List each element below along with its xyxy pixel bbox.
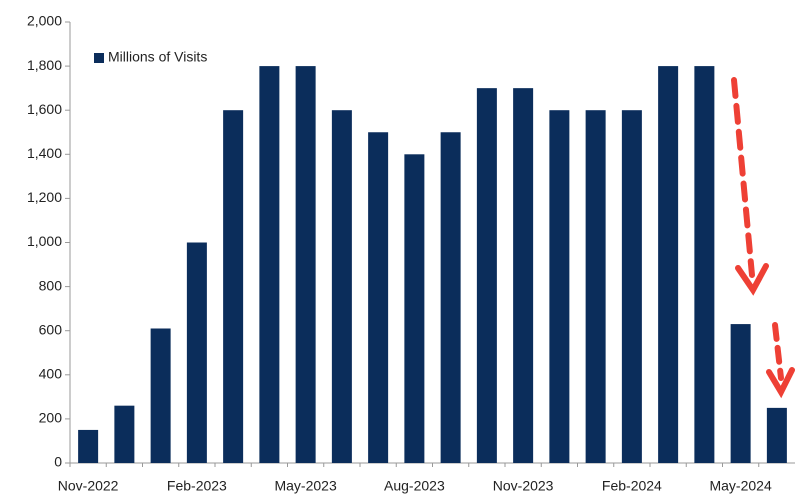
x-tick-label: Nov-2022 [58,478,119,494]
bar [114,405,135,463]
legend-swatch [94,53,104,63]
bar [730,324,751,463]
y-tick-label: 800 [39,277,63,293]
annotation-arrows [731,77,795,399]
bar [150,328,171,463]
y-tick-label: 1,400 [27,145,62,161]
bar [621,110,642,463]
bar [440,132,461,463]
y-tick-label: 1,200 [27,189,62,205]
y-tick-label: 1,800 [27,57,62,73]
bar [295,66,316,463]
bar [331,110,352,463]
y-tick-label: 2,000 [27,13,62,29]
x-tick-label: Feb-2023 [167,478,227,494]
plot: 0 200 400 600 800 1,000 1,200 1,400 1,600 1,800 2,… [27,13,795,494]
bar [585,110,606,463]
bar [186,242,207,463]
y-tick-label: 600 [39,321,63,337]
y-tick-label: 400 [39,366,63,382]
bar [223,110,244,463]
arrow-head [766,367,795,399]
bar [549,110,570,463]
y-tick-label: 0 [54,454,62,470]
x-tick-label: Aug-2023 [384,478,445,494]
bar [259,66,280,463]
arrow-shaft [731,77,755,278]
bar [766,407,787,463]
x-tick-label: Nov-2023 [493,478,554,494]
bar [513,88,534,464]
bar [476,88,497,464]
x-tick-label: Feb-2024 [602,478,662,494]
bar [658,66,679,463]
y-tick-label: 200 [39,410,63,426]
x-tick-label: May-2024 [709,478,771,494]
bar [368,132,389,463]
arrow-head [735,263,769,296]
bar [78,429,99,463]
arrow-shaft [772,322,784,381]
y-tick-label: 1,000 [27,233,62,249]
legend-label: Millions of Visits [108,49,207,65]
bar [694,66,715,463]
x-tick-label: May-2023 [274,478,336,494]
bar [404,154,425,464]
y-tick-label: 1,600 [27,101,62,117]
